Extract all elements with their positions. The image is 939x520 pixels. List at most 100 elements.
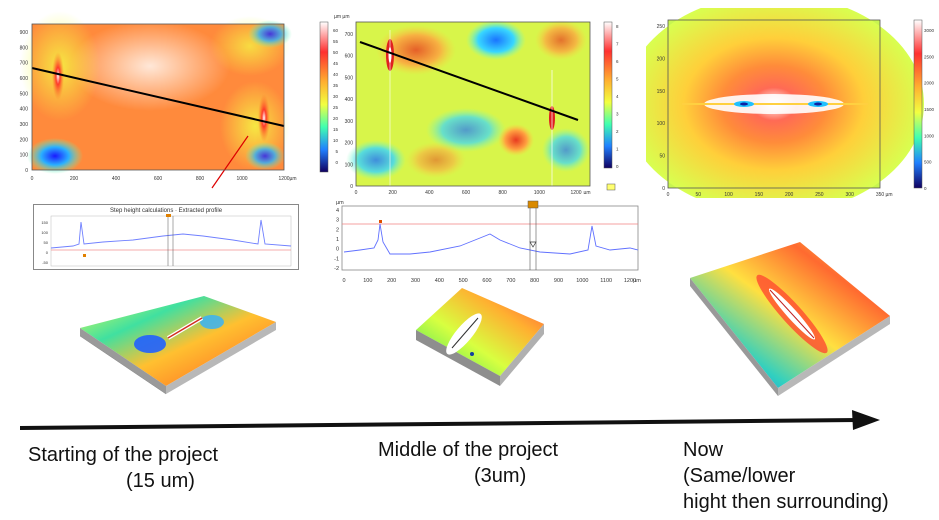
x-tick-label: 1000: [236, 176, 247, 182]
caption-now: Now (Same/lower hight then surrounding): [683, 437, 889, 515]
x-tick-label: 1000: [576, 278, 588, 284]
y-tick-label: 0: [25, 168, 28, 174]
surface-3d-now: [684, 238, 904, 396]
heatmap-start: 900 800 700 600 500 400 300 200 100 0 0 200 400 600 8…: [0, 6, 300, 190]
y-tick-label: 800: [20, 45, 29, 51]
y-tick-label: 2: [336, 227, 339, 233]
scale-tick-label: 1000: [924, 133, 935, 138]
x-tick-label: 250: [815, 192, 824, 198]
profile-start-svg: Step height calculations · Extracted pro…: [33, 204, 299, 270]
scale-tick-label: 50: [333, 50, 339, 55]
scale-tick-label: 10: [333, 138, 339, 143]
scale-tick-label: 6: [616, 59, 619, 64]
scale-tick-label: 3000: [924, 28, 935, 33]
caption-middle-line2: (3um): [474, 465, 527, 487]
caption-start: Starting of the project (15 um): [28, 442, 218, 494]
surface-3d-now-svg: [690, 242, 890, 396]
y-tick-label: 900: [20, 30, 29, 36]
color-scale-left-svg: [319, 21, 329, 173]
scale-tick-label: 0: [335, 160, 338, 165]
x-tick-label: 0: [355, 190, 358, 194]
x-tick-label: 300: [411, 278, 420, 284]
y-tick-label: 50: [659, 154, 665, 160]
y-tick-label: 500: [345, 75, 354, 81]
scale-tick-label: 2500: [924, 54, 935, 59]
y-tick-label: 500: [20, 91, 29, 97]
scale-tick-label: 20: [333, 116, 339, 121]
x-tick-label: 200: [387, 278, 396, 284]
caption-middle-line1: Middle of the project: [378, 439, 559, 461]
x-tick-label: 400: [425, 190, 434, 194]
timeline-arrow-svg: [19, 410, 880, 430]
scale-tick-label: 30: [333, 94, 339, 99]
x-axis-unit: µm: [289, 176, 296, 182]
x-tick-label: 300: [846, 192, 855, 198]
y-tick-label: 150: [41, 220, 48, 225]
y-tick-label: 200: [345, 141, 354, 147]
y-tick-label: -50: [42, 260, 49, 265]
scale-tick-label: 8: [616, 24, 619, 29]
x-tick-label: 800: [498, 190, 507, 194]
y-tick-label: 600: [20, 76, 29, 82]
surface-3d-start: [70, 292, 280, 400]
profile-middle-svg: 4 3 2 1 0 -1 -2 µm 0 100 200 300 400 500 600 700 800 900…: [334, 200, 641, 284]
x-tick-label: 600: [482, 278, 491, 284]
heatmap-now: 250 200 150 100 50 0 0 50 100 150 200 250 300 350 µm …: [624, 0, 939, 214]
scale-tick-label: 2000: [924, 81, 935, 86]
scale-tick-label: 5: [335, 149, 338, 154]
y-tick-label: 700: [345, 32, 354, 38]
scale-tick-label: 60: [333, 28, 339, 33]
x-tick-label: 700: [506, 278, 515, 284]
caption-now-line1: Now: [683, 439, 724, 461]
y-tick-label: 50: [44, 240, 49, 245]
y-tick-label: 300: [345, 119, 354, 125]
scale-tick-label: 25: [333, 105, 339, 110]
y-tick-label: 100: [41, 230, 48, 235]
profile-title: Step height calculations · Extracted pro…: [110, 208, 223, 214]
profile-start: Step height calculations · Extracted pro…: [33, 204, 299, 270]
x-tick-label: 900: [554, 278, 563, 284]
x-tick-label: 400: [112, 176, 121, 182]
y-tick-label: 100: [20, 153, 29, 159]
x-tick-label: 100: [363, 278, 372, 284]
y-tick-label: 3: [336, 218, 339, 224]
x-axis-unit: µm: [885, 192, 892, 198]
caption-start-line1: Starting of the project: [28, 444, 219, 466]
scale-tick-label: 40: [333, 72, 339, 77]
y-tick-label: 4: [336, 208, 339, 214]
scale-tick-label: 0: [924, 186, 927, 191]
x-tick-label: 350: [876, 192, 885, 198]
color-scale-left: [300, 16, 340, 186]
surface-3d-start-svg: [79, 296, 276, 395]
x-tick-label: 200: [70, 176, 79, 182]
y-tick-label: 300: [20, 122, 29, 128]
x-tick-label: 0: [667, 192, 670, 198]
y-tick-label: 100: [345, 162, 354, 168]
y-tick-label: 200: [657, 56, 666, 62]
y-tick-label: 0: [662, 186, 665, 192]
x-tick-label: 1200: [278, 176, 289, 182]
scale-tick-label: 4: [616, 94, 619, 99]
x-tick-label: 200: [785, 192, 794, 198]
caption-now-line3: hight then surrounding): [683, 491, 889, 513]
x-tick-label: 100: [724, 192, 733, 198]
y-tick-label: 250: [657, 24, 666, 30]
scale-tick-label: 0: [616, 164, 619, 169]
x-axis-unit: µm: [583, 190, 590, 194]
scale-tick-label: 1500: [924, 107, 935, 112]
y-tick-label: 100: [657, 121, 666, 127]
scale-tick-label: 35: [333, 83, 339, 88]
x-tick-label: 800: [196, 176, 205, 182]
surface-3d-middle-svg: [416, 288, 544, 386]
scale-tick-label: 15: [333, 127, 339, 132]
scale-tick-label: 3: [616, 112, 619, 117]
y-axis-unit: µm µm: [334, 14, 349, 20]
x-tick-label: 1100: [600, 278, 612, 284]
x-tick-label: 50: [696, 192, 702, 198]
y-tick-label: 0: [350, 184, 353, 190]
scale-tick-label: 45: [333, 61, 339, 66]
y-tick-label: 400: [20, 107, 29, 113]
x-tick-label: 0: [31, 176, 34, 182]
